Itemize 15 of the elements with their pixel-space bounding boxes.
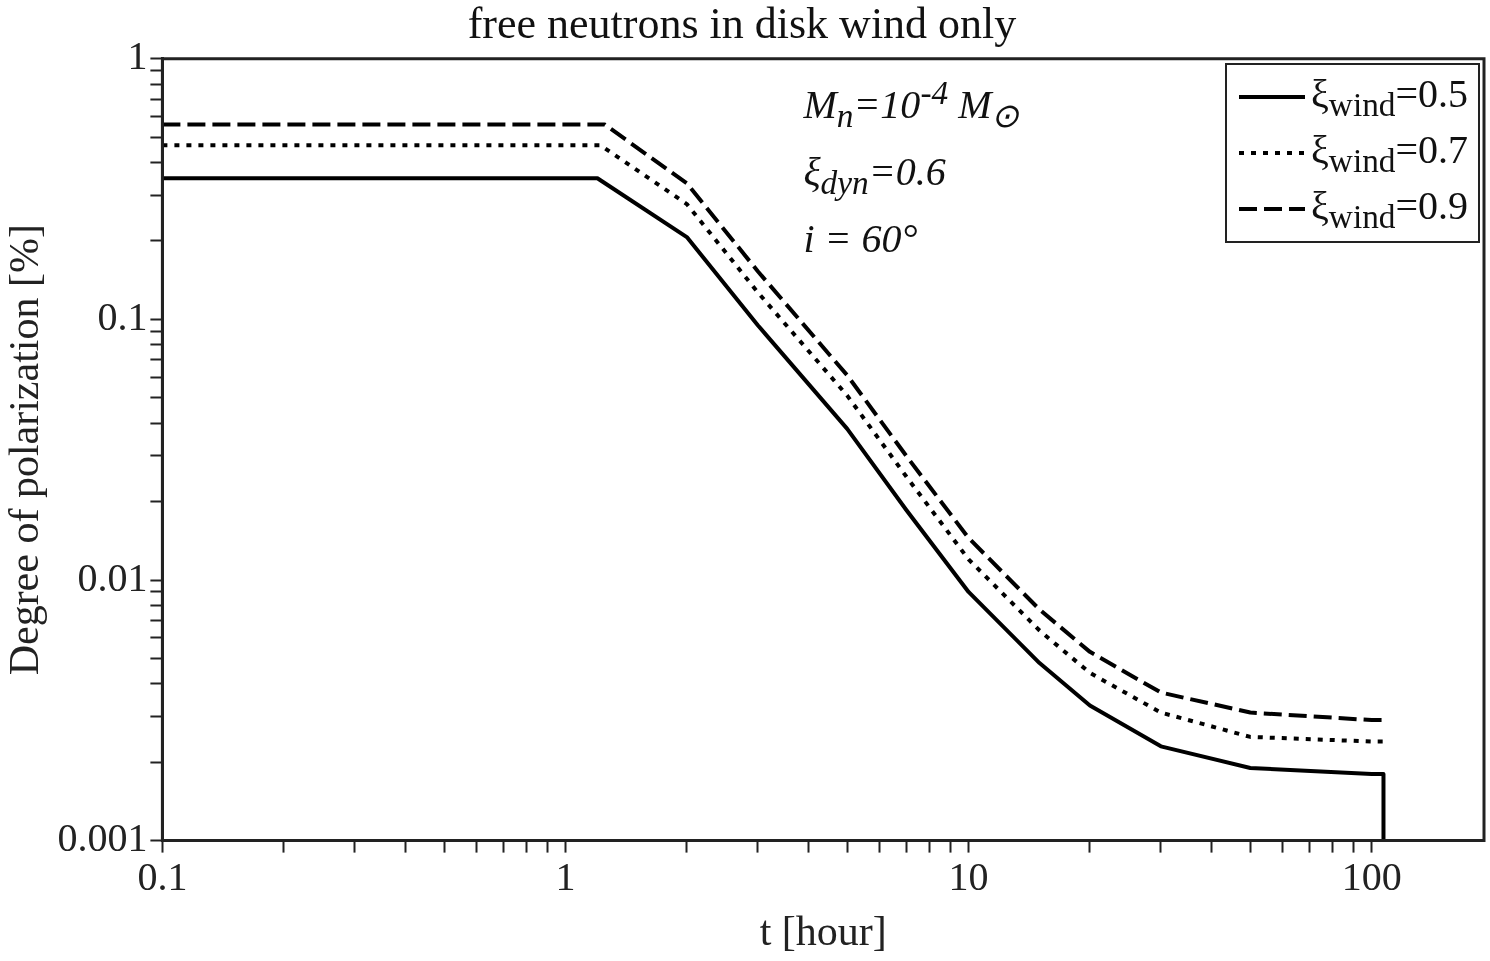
x-tick-label: 100: [1341, 854, 1402, 900]
annotation: i = 60°: [803, 215, 919, 264]
y-axis-title: Degree of polarization [%]: [1, 224, 48, 676]
legend-label: ξ$_{wind}$=0.7: [1311, 125, 1469, 180]
legend-label: ξ$_{wind}$=0.9: [1311, 181, 1469, 236]
y-tick-label: 0.1: [97, 293, 148, 339]
annotation: M$_{n}$=10$^{-4}$ M$_{⊙}$: [803, 72, 1020, 137]
annotation: ξ$_{dyn}$=0.6: [803, 148, 947, 204]
x-tick-label: 1: [555, 854, 576, 900]
x-axis-title: t [hour]: [759, 907, 887, 954]
y-tick-label: 1: [127, 33, 148, 79]
legend-label: ξ$_{wind}$=0.5: [1311, 69, 1469, 124]
chart-title: free neutrons in disk wind only: [467, 0, 1017, 48]
y-tick-label: 0.01: [77, 554, 148, 600]
x-tick-label: 10: [948, 854, 989, 900]
